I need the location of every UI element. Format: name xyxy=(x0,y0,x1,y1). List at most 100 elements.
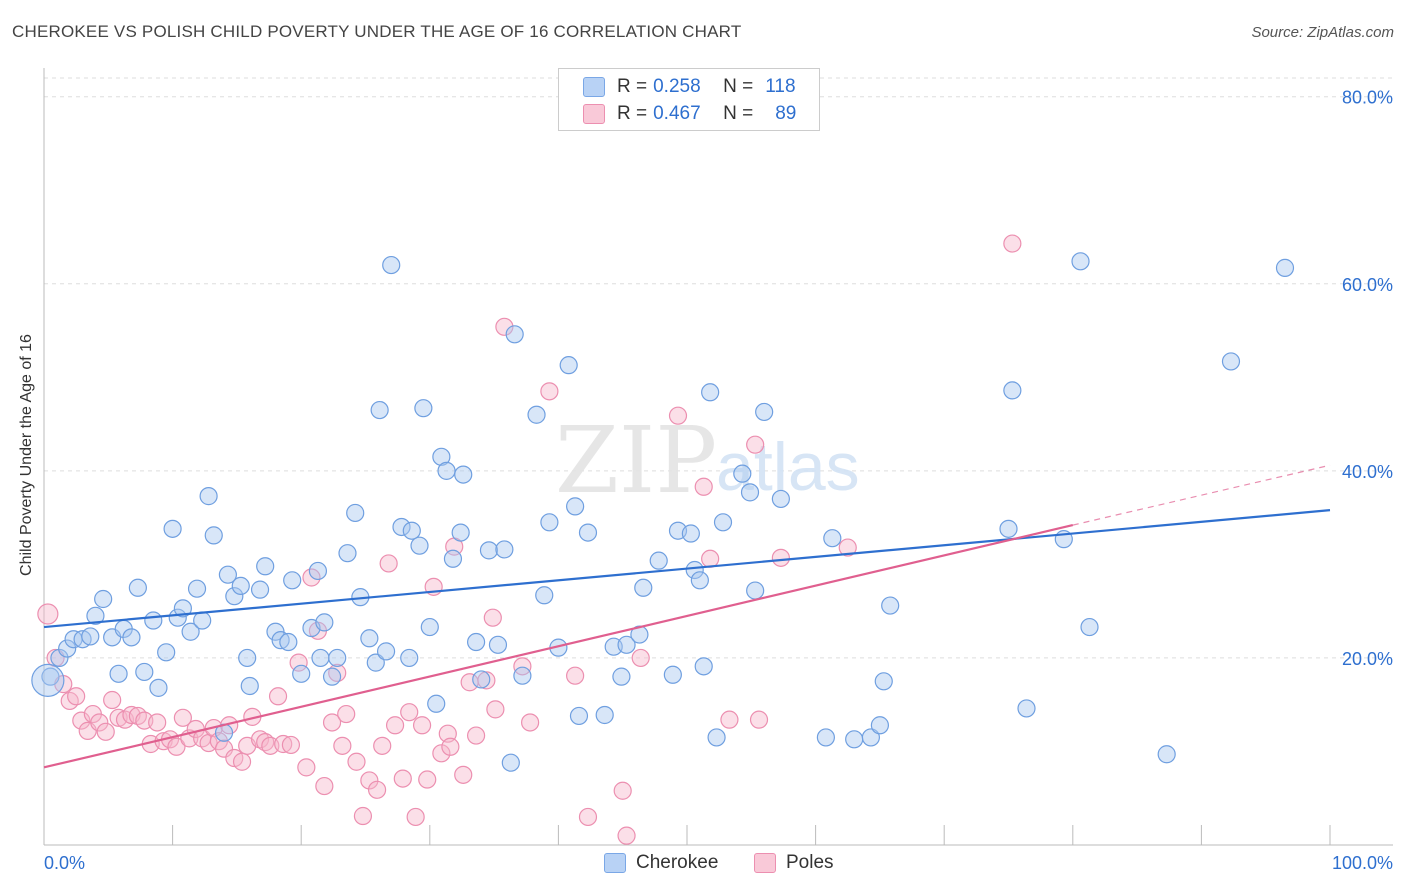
cherokee-point xyxy=(346,503,365,523)
legend: R = 0.258 N = 118 R = 0.467 N = 89 xyxy=(558,68,820,131)
bottom-legend-poles: Poles xyxy=(754,852,834,874)
cherokee-swatch xyxy=(583,77,605,97)
cherokee-point xyxy=(535,586,554,605)
poles-point xyxy=(373,736,392,755)
cherokee-point xyxy=(163,519,182,538)
poles-point xyxy=(302,568,321,587)
poles-swatch xyxy=(583,104,605,124)
cherokee-point xyxy=(479,541,499,560)
cherokee-point xyxy=(366,653,385,672)
cherokee-point xyxy=(881,596,900,615)
cherokee-point xyxy=(713,513,733,532)
cherokee-swatch xyxy=(604,853,626,873)
poles-point xyxy=(406,807,425,827)
poles-point xyxy=(486,700,505,719)
cherokee-point xyxy=(454,465,473,484)
cherokee-point xyxy=(238,648,257,668)
cherokee-point xyxy=(755,402,774,422)
cherokee-point xyxy=(501,753,520,772)
poles-point xyxy=(337,704,356,724)
cherokee-point xyxy=(199,487,218,506)
cherokee-point xyxy=(527,405,546,424)
poles-point xyxy=(701,549,720,568)
poles-point xyxy=(838,538,857,557)
cherokee-point xyxy=(31,663,65,697)
cherokee-point xyxy=(566,497,585,516)
cherokee-point xyxy=(649,551,668,570)
cherokee-point xyxy=(505,325,524,344)
poles-point xyxy=(353,806,373,826)
poles-point xyxy=(173,708,192,727)
cherokee-point xyxy=(437,461,456,480)
poles-point xyxy=(441,737,460,756)
poles-point xyxy=(90,713,109,732)
cherokee-point xyxy=(315,613,334,632)
x-tick-label: 100.0% xyxy=(1332,853,1393,873)
y-tick-label: 80.0% xyxy=(1342,88,1393,108)
cherokee-point xyxy=(135,662,154,682)
poles-point xyxy=(483,608,502,627)
cherokee-point xyxy=(733,464,752,483)
poles-point xyxy=(400,703,419,722)
cherokee-points xyxy=(31,252,1295,772)
cherokee-point xyxy=(109,664,128,683)
poles-point xyxy=(1003,234,1022,253)
cherokee-point xyxy=(540,513,559,532)
cherokee-point xyxy=(256,557,275,576)
poles-trend-extension xyxy=(1072,464,1331,526)
poles-point xyxy=(379,554,398,573)
poles-point xyxy=(540,382,559,401)
poles-point xyxy=(466,726,486,745)
cherokee-point xyxy=(128,578,147,597)
poles-point xyxy=(250,730,270,749)
cherokee-point xyxy=(488,635,508,654)
cherokee-point xyxy=(420,617,439,637)
cherokee-point xyxy=(707,728,726,747)
grid-lines xyxy=(44,77,1393,659)
watermark: ZIP atlas xyxy=(555,407,860,514)
cherokee-point xyxy=(225,587,244,606)
cherokee-point xyxy=(685,560,704,580)
cherokee-point xyxy=(240,676,259,696)
poles-point xyxy=(274,734,293,754)
poles-point xyxy=(148,713,167,732)
cherokee-point xyxy=(376,642,396,661)
poles-point xyxy=(694,477,713,496)
poles-point xyxy=(232,752,252,771)
poles-point xyxy=(418,770,437,789)
cherokee-point xyxy=(279,632,298,652)
poles-point xyxy=(749,710,769,729)
cherokee-point xyxy=(634,578,653,597)
cherokee-point xyxy=(382,255,401,275)
poles-point xyxy=(72,711,91,730)
y-tick-label: 20.0% xyxy=(1342,649,1393,669)
cherokee-point xyxy=(370,400,389,420)
poles-point xyxy=(347,752,366,771)
cherokee-point xyxy=(204,526,223,545)
cherokee-point xyxy=(94,589,113,609)
watermark-zip: ZIP xyxy=(555,407,717,514)
cherokee-point xyxy=(472,670,491,689)
poles-point xyxy=(297,758,316,777)
poles-point xyxy=(360,771,379,790)
poles-point xyxy=(432,744,451,763)
cherokee-point xyxy=(392,517,411,537)
cherokee-point xyxy=(690,571,709,590)
cherokee-point xyxy=(823,529,842,548)
cherokee-point xyxy=(122,628,141,647)
cherokee-point xyxy=(870,716,890,735)
legend-n-value: 89 xyxy=(775,103,797,124)
cherokee-point xyxy=(400,648,419,668)
cherokee-point xyxy=(701,383,720,402)
cherokee-point xyxy=(149,678,168,697)
cherokee-point xyxy=(513,666,532,685)
poles-point xyxy=(746,435,765,454)
cherokee-point xyxy=(1275,258,1295,277)
cherokee-point xyxy=(250,580,270,599)
poles-point xyxy=(412,716,432,735)
cherokee-point xyxy=(58,639,77,658)
legend-n-label: N = xyxy=(723,76,754,97)
poles-point xyxy=(385,716,405,735)
cherokee-point xyxy=(1221,352,1241,371)
cherokee-point xyxy=(1017,699,1036,718)
